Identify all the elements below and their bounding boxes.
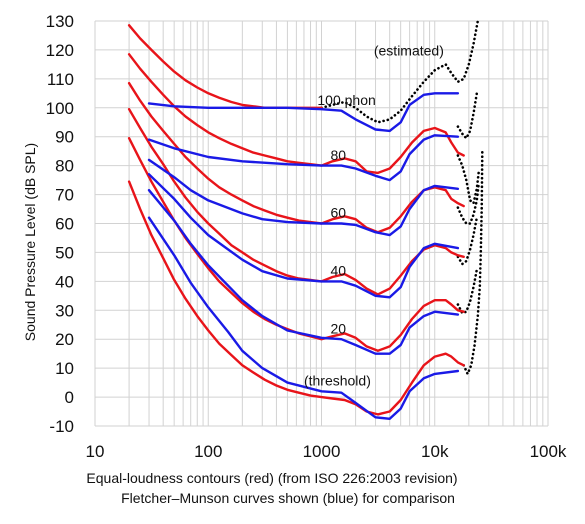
annotation-label: 20 xyxy=(330,320,346,336)
annotation-label: 40 xyxy=(330,263,346,279)
y-tick-label: 50 xyxy=(55,243,74,262)
caption-line-2: Fletcher–Munson curves shown (blue) for … xyxy=(121,490,455,506)
caption-line-1: Equal-loudness contours (red) (from ISO … xyxy=(86,470,457,486)
x-tick-label: 100k xyxy=(530,442,567,461)
fletcher-munson-curve-line xyxy=(147,216,460,420)
annotation-label: (estimated) xyxy=(374,43,444,59)
fletcher-munson-curve-line xyxy=(147,158,460,237)
y-tick-label: 80 xyxy=(55,157,74,176)
estimated-contour-line xyxy=(456,181,481,225)
fletcher-munson-curve-line xyxy=(147,92,460,133)
estimated-contour-line xyxy=(456,92,479,140)
y-tick-label: 70 xyxy=(55,186,74,205)
y-tick-label: 10 xyxy=(55,359,74,378)
estimated-contour-line xyxy=(462,149,484,376)
fletcher-munson-curve-line xyxy=(147,134,460,182)
x-tick-label: 1000 xyxy=(303,442,341,461)
y-tick-label: 20 xyxy=(55,330,74,349)
x-tick-label: 10 xyxy=(86,442,105,461)
y-tick-label: 90 xyxy=(55,128,74,147)
y-tick-label: 110 xyxy=(47,70,74,89)
y-tick-label: 0 xyxy=(65,388,74,407)
annotation-label: 60 xyxy=(330,205,346,221)
iso-226-contour-line xyxy=(127,180,465,416)
estimated-contour-line xyxy=(456,268,479,315)
y-tick-label: 120 xyxy=(46,41,74,60)
estimated-contour-line xyxy=(456,216,479,266)
iso-226-contour-line xyxy=(127,24,323,110)
iso-226-contour-line xyxy=(127,53,465,175)
annotation-label: (threshold) xyxy=(304,373,371,389)
y-tick-label: 130 xyxy=(46,12,74,31)
y-tick-label: -10 xyxy=(49,417,74,436)
y-tick-label: 60 xyxy=(55,215,74,234)
annotation-label: 80 xyxy=(330,147,346,163)
y-tick-label: 100 xyxy=(46,99,74,118)
fletcher-munson-curve-line xyxy=(147,173,460,299)
annotations: (estimated) 100 phon 80 60 40 20 (threshold) xyxy=(304,43,444,389)
y-tick-label: 40 xyxy=(55,272,74,291)
estimated-contour-line xyxy=(456,154,481,205)
y-axis-label: Sound Pressure Level (dB SPL) xyxy=(22,143,38,341)
fletcher-munson-curve-line xyxy=(147,188,460,355)
estimated-contour-line xyxy=(320,19,480,124)
y-tick-label: 30 xyxy=(55,301,74,320)
series xyxy=(127,19,484,420)
x-tick-label: 10k xyxy=(421,442,449,461)
annotation-label: 100 phon xyxy=(317,92,375,108)
x-tick-label: 100 xyxy=(194,442,222,461)
